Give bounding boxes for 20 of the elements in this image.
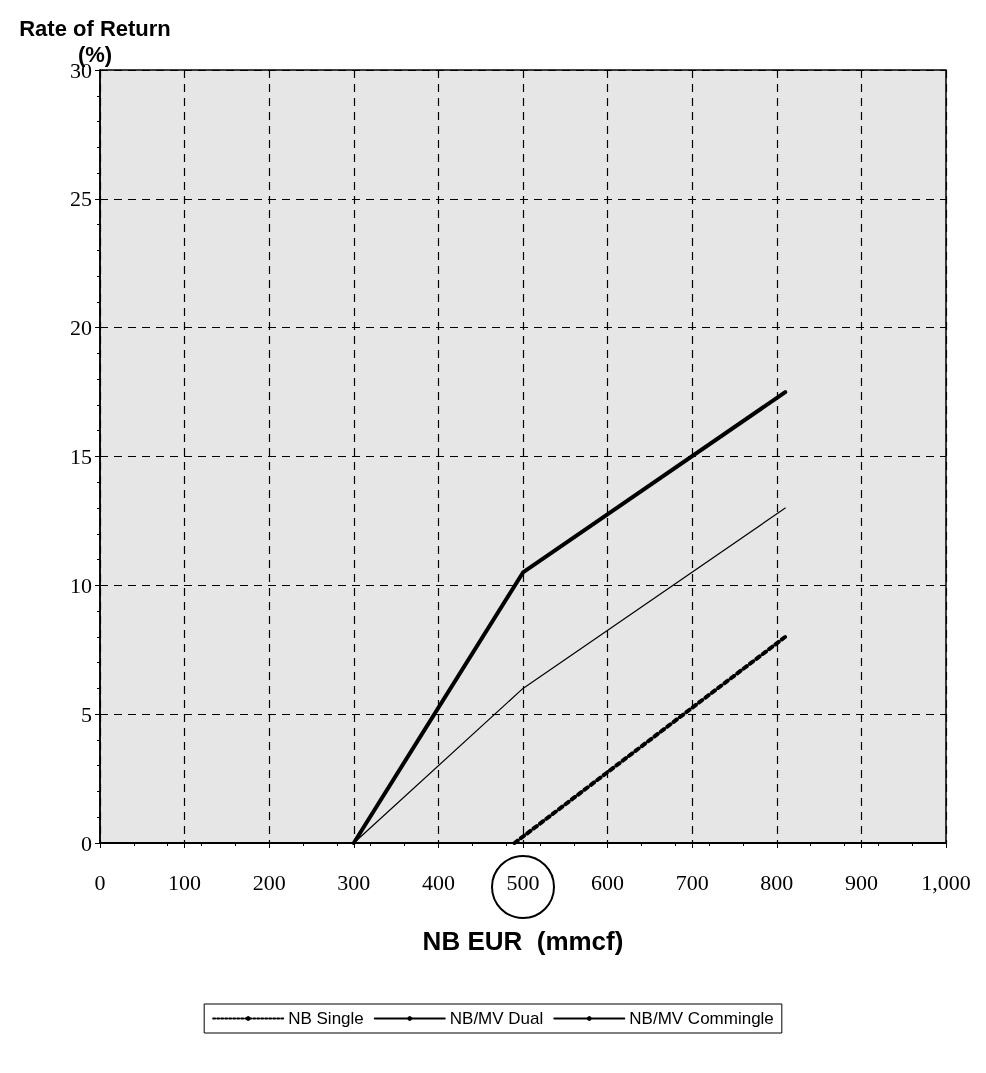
x-tick-label: 100 [168,869,202,895]
y-tick-label: 25 [70,186,92,212]
x-tick-label: 400 [421,869,455,895]
y-tick-label: 10 [70,572,92,598]
x-tick-label: 200 [252,869,286,895]
y-tick-label: 5 [81,701,92,727]
x-tick-label: 500 [506,869,540,895]
x-tick-label: 1,000 [921,869,971,895]
y-tick-label: 15 [70,444,92,469]
x-tick-label: 300 [337,869,371,895]
x-tick-label: 900 [844,869,878,895]
x-tick-label: 700 [675,869,709,895]
legend-label: NB/MV Commingle [629,1009,774,1028]
x-tick-label: 800 [760,869,794,895]
legend-label: NB/MV Dual [449,1009,544,1028]
x-tick-label: 600 [591,869,625,895]
y-tick-label: 0 [81,830,92,856]
x-axis-title: NB EUR (mmcf) [422,926,624,956]
legend-label: NB Single [288,1009,364,1028]
y-tick-label: 20 [70,315,92,341]
